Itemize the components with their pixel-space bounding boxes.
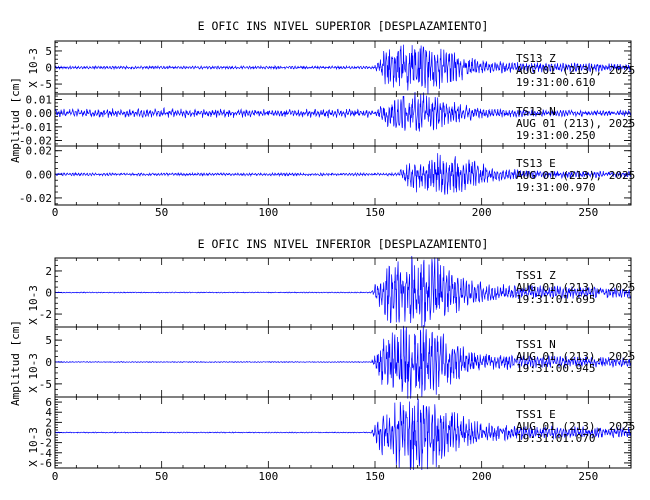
y-axis-label: Amplitud [cm] — [9, 320, 22, 406]
y-tick-label: 6 — [45, 396, 52, 409]
time-label: 19:31:00.945 — [516, 362, 595, 375]
x-tick-label: 100 — [258, 470, 278, 483]
panel-frame — [54, 396, 632, 469]
time-label: 19:31:01.070 — [516, 432, 595, 445]
y-scale-multiplier: X 10-3 — [27, 48, 40, 88]
y-tick-label: 0.00 — [26, 107, 53, 120]
y-tick-label: -5 — [39, 378, 52, 391]
x-tick-label: 250 — [578, 470, 598, 483]
y-tick-label: -4 — [39, 447, 53, 460]
y-tick-label: 2 — [45, 416, 52, 429]
station-component-label: TSS1 N — [516, 338, 556, 351]
y-tick-label: 0 — [45, 287, 52, 300]
date-label: AUG 01 (213), 2025 — [516, 420, 635, 433]
station-component-label: TSS1 Z — [516, 269, 556, 282]
panel-frame — [54, 145, 632, 206]
y-tick-label: 0 — [45, 427, 52, 440]
plot-title: E OFIC INS NIVEL SUPERIOR [DESPLAZAMIENT… — [198, 19, 489, 33]
time-label: 19:31:00.250 — [516, 129, 595, 142]
y-tick-label: -0.02 — [19, 135, 52, 148]
x-tick-label: 0 — [52, 206, 59, 219]
x-tick-label: 250 — [578, 206, 598, 219]
y-tick-label: 0.02 — [26, 145, 53, 158]
x-tick-label: 150 — [365, 470, 385, 483]
y-tick-label: 4 — [45, 406, 52, 419]
y-tick-label: 5 — [45, 334, 52, 347]
x-tick-label: 150 — [365, 206, 385, 219]
date-label: AUG 01 (213), 2025 — [516, 64, 635, 77]
date-label: AUG 01 (213), 2025 — [516, 169, 635, 182]
y-tick-label: 0 — [45, 62, 52, 75]
y-tick-label: 2 — [45, 265, 52, 278]
seismic-trace — [54, 398, 632, 471]
plot-1: E OFIC INS NIVEL SUPERIOR [DESPLAZAMIENT… — [9, 19, 635, 219]
y-tick-label: 0.00 — [26, 168, 53, 181]
date-label: AUG 01 (213), 2025 — [516, 350, 635, 363]
seismic-trace — [54, 324, 632, 399]
station-component-label: TS13 Z — [516, 52, 556, 65]
y-axis-label: Amplitud [cm] — [9, 77, 22, 163]
x-tick-label: 200 — [472, 206, 492, 219]
seismic-trace — [54, 44, 632, 95]
time-label: 19:31:01.695 — [516, 293, 595, 306]
y-tick-label: -6 — [39, 457, 52, 470]
y-scale-multiplier: X 10-3 — [27, 285, 40, 325]
station-component-label: TSS1 E — [516, 408, 556, 421]
x-tick-label: 0 — [52, 470, 59, 483]
y-tick-label: -0.01 — [19, 121, 52, 134]
y-tick-label: 0.01 — [26, 93, 53, 106]
y-tick-label: -5 — [39, 78, 52, 91]
y-scale-multiplier: X 10-3 — [27, 427, 40, 467]
plot-2: E OFIC INS NIVEL INFERIOR [DESPLAZAMIENT… — [9, 237, 635, 483]
time-label: 19:31:00.970 — [516, 181, 595, 194]
station-component-label: TS13 N — [516, 105, 556, 118]
seismic-trace — [54, 255, 632, 328]
y-scale-multiplier: X 10-3 — [27, 353, 40, 393]
y-tick-label: 0 — [45, 356, 52, 369]
y-tick-label: -2 — [39, 308, 52, 321]
plot-title: E OFIC INS NIVEL INFERIOR [DESPLAZAMIENT… — [198, 237, 489, 251]
x-tick-label: 50 — [155, 206, 168, 219]
date-label: AUG 01 (213), 2025 — [516, 281, 635, 294]
x-tick-label: 50 — [155, 470, 168, 483]
x-tick-label: 200 — [472, 470, 492, 483]
seismic-trace — [54, 91, 632, 132]
date-label: AUG 01 (213), 2025 — [516, 117, 635, 130]
x-tick-label: 100 — [258, 206, 278, 219]
seismic-trace — [54, 153, 632, 195]
y-tick-label: -0.02 — [19, 192, 52, 205]
y-tick-label: -2 — [39, 437, 52, 450]
y-tick-label: 5 — [45, 45, 52, 58]
time-label: 19:31:00.610 — [516, 76, 595, 89]
station-component-label: TS13 E — [516, 157, 556, 170]
